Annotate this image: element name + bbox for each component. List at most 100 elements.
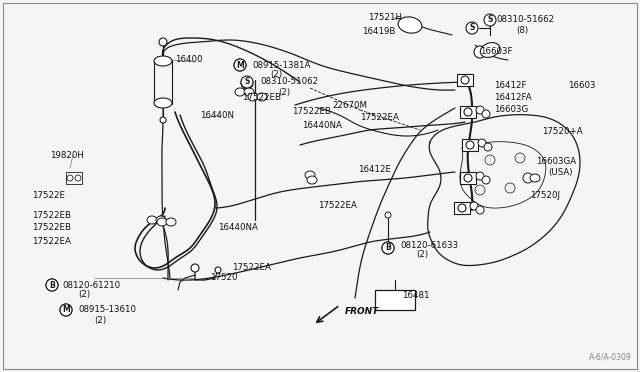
Circle shape — [60, 304, 72, 316]
Text: (2): (2) — [94, 315, 106, 324]
Circle shape — [241, 77, 253, 89]
Circle shape — [476, 106, 484, 114]
Text: 16440NA: 16440NA — [302, 122, 342, 131]
Circle shape — [215, 267, 221, 273]
Circle shape — [46, 279, 58, 291]
Text: M: M — [236, 61, 244, 70]
Circle shape — [241, 76, 253, 88]
Ellipse shape — [248, 93, 258, 101]
Text: (USA): (USA) — [548, 167, 573, 176]
Circle shape — [159, 38, 167, 46]
Text: 17522EB: 17522EB — [32, 211, 71, 219]
Ellipse shape — [307, 176, 317, 184]
Text: 22670M: 22670M — [332, 100, 367, 109]
Bar — [375, 290, 415, 310]
Circle shape — [234, 59, 246, 71]
Ellipse shape — [305, 171, 315, 179]
Text: 16412FA: 16412FA — [494, 93, 532, 103]
Circle shape — [67, 175, 73, 181]
Bar — [66, 172, 82, 184]
Text: 16412E: 16412E — [358, 166, 391, 174]
Text: 08310-51662: 08310-51662 — [496, 16, 554, 25]
Circle shape — [485, 155, 495, 165]
Text: 16440N: 16440N — [200, 110, 234, 119]
Circle shape — [482, 176, 490, 184]
Text: (8): (8) — [516, 26, 528, 35]
Circle shape — [505, 183, 515, 193]
Text: 16481: 16481 — [402, 292, 429, 301]
Text: 16419B: 16419B — [362, 28, 396, 36]
Ellipse shape — [154, 98, 172, 108]
Circle shape — [474, 46, 486, 58]
Bar — [457, 74, 473, 86]
Ellipse shape — [244, 88, 254, 96]
Circle shape — [484, 143, 492, 151]
Circle shape — [476, 206, 484, 214]
Circle shape — [160, 117, 166, 123]
Text: 19820H: 19820H — [50, 151, 84, 160]
Text: M: M — [62, 305, 70, 314]
Ellipse shape — [157, 218, 167, 226]
Text: 17522EA: 17522EA — [318, 201, 357, 209]
Text: (2): (2) — [278, 87, 290, 96]
Text: 17522E: 17522E — [32, 190, 65, 199]
Circle shape — [464, 108, 472, 116]
Text: 17522EB: 17522EB — [292, 108, 331, 116]
Text: (2): (2) — [78, 291, 90, 299]
Bar — [460, 106, 476, 118]
Circle shape — [46, 279, 58, 291]
Ellipse shape — [156, 216, 166, 224]
Text: 16603F: 16603F — [480, 48, 513, 57]
Text: B: B — [385, 244, 391, 253]
Text: 16400: 16400 — [175, 55, 202, 64]
Circle shape — [464, 174, 472, 182]
Text: 17522EB: 17522EB — [32, 224, 71, 232]
Text: M: M — [236, 61, 244, 70]
Text: S: S — [469, 23, 475, 32]
Text: 16603: 16603 — [568, 81, 595, 90]
Circle shape — [60, 304, 72, 316]
Text: 17522EA: 17522EA — [360, 113, 399, 122]
Ellipse shape — [480, 42, 500, 57]
Text: S: S — [244, 78, 250, 87]
Circle shape — [475, 185, 485, 195]
Text: 16603GA: 16603GA — [536, 157, 576, 167]
Circle shape — [466, 22, 478, 34]
Text: 17522EA: 17522EA — [32, 237, 71, 246]
Circle shape — [191, 264, 199, 272]
Bar — [462, 139, 478, 151]
Circle shape — [75, 175, 81, 181]
Circle shape — [476, 172, 484, 180]
Bar — [460, 172, 476, 184]
Text: B: B — [49, 280, 55, 289]
Circle shape — [382, 242, 394, 254]
Text: M: M — [62, 305, 70, 314]
Text: 08915-1381A: 08915-1381A — [252, 61, 310, 70]
Text: 16440NA: 16440NA — [218, 224, 258, 232]
Circle shape — [466, 141, 474, 149]
Text: (2): (2) — [270, 71, 282, 80]
Text: (2): (2) — [416, 250, 428, 260]
Text: 17520: 17520 — [210, 273, 237, 282]
Circle shape — [461, 76, 469, 84]
Text: A-6/A-0309: A-6/A-0309 — [589, 353, 632, 362]
Circle shape — [470, 202, 478, 210]
Ellipse shape — [166, 218, 176, 226]
Text: 08120-61210: 08120-61210 — [62, 280, 120, 289]
Ellipse shape — [235, 88, 245, 96]
Text: S: S — [244, 77, 250, 87]
Text: 08120-61633: 08120-61633 — [400, 241, 458, 250]
Text: 16412F: 16412F — [494, 81, 527, 90]
Ellipse shape — [257, 93, 267, 101]
Text: 17521H: 17521H — [368, 13, 402, 22]
Text: 08915-13610: 08915-13610 — [78, 305, 136, 314]
Ellipse shape — [398, 17, 422, 33]
Text: 08310-51062: 08310-51062 — [260, 77, 318, 87]
Text: S: S — [487, 16, 493, 25]
Bar — [454, 202, 470, 214]
Circle shape — [515, 153, 525, 163]
Circle shape — [385, 212, 391, 218]
Circle shape — [523, 173, 533, 183]
Ellipse shape — [530, 174, 540, 182]
Text: 16603G: 16603G — [494, 106, 528, 115]
